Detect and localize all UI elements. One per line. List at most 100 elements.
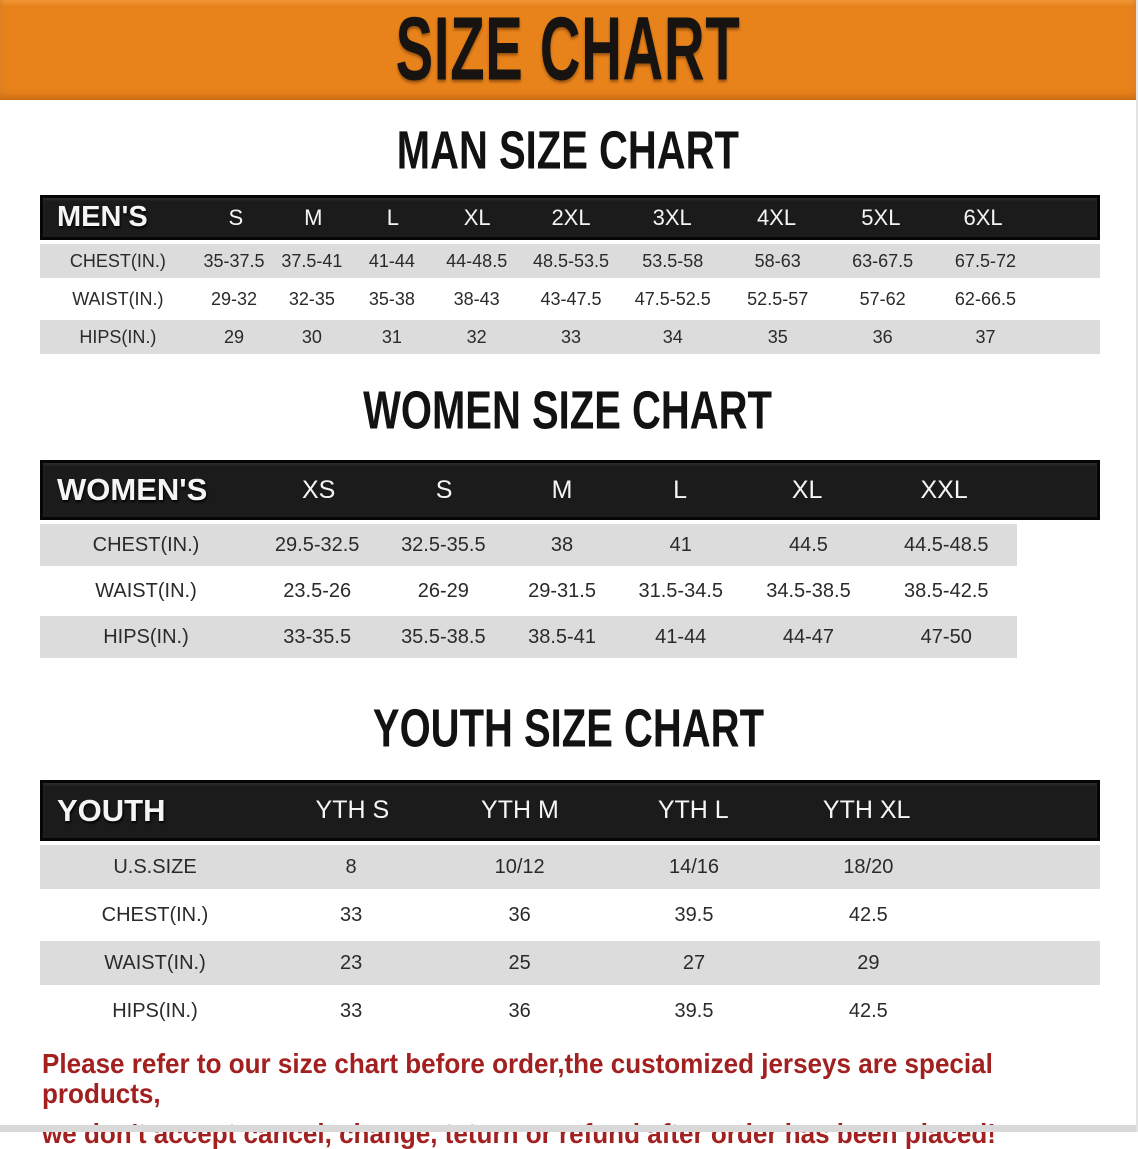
row-filler-cell xyxy=(1017,616,1100,658)
measurement-value-cell: 39.5 xyxy=(607,893,781,937)
measurement-value-cell: 63-67.5 xyxy=(830,244,935,278)
row-filler-cell xyxy=(955,893,1100,937)
measurement-row: HIPS(IN.) 33-35.5 35.5-38.5 38.5-41 41-44 44-… xyxy=(40,616,1100,658)
measurement-value-cell: 47-50 xyxy=(875,616,1018,658)
measurement-row: CHEST(IN.) 35-37.5 37.5-41 41-44 44-48.5 48.5… xyxy=(40,244,1100,278)
measurement-value-cell: 32-35 xyxy=(272,282,352,316)
measurement-value-cell: 25 xyxy=(432,941,608,985)
section-title-text: WOMEN SIZE CHART xyxy=(363,379,773,441)
size-column-header: XL xyxy=(791,475,823,504)
group-label-cell: YOUTH xyxy=(57,792,166,828)
size-chart-banner: SIZE CHART xyxy=(0,0,1136,100)
group-label-cell: WOMEN'S xyxy=(57,472,208,507)
measurement-value-cell: 33 xyxy=(270,893,433,937)
measurement-value-cell: 44.5-48.5 xyxy=(875,524,1018,566)
measurement-value-cell: 53.5-58 xyxy=(620,244,725,278)
measurement-value-cell: 37.5-41 xyxy=(272,244,352,278)
table-header-row: WOMEN'S XS S M L XL XXL xyxy=(40,460,1100,520)
measurement-value-cell: 48.5-53.5 xyxy=(521,244,621,278)
measurement-value-cell: 35-37.5 xyxy=(195,244,273,278)
measurement-value-cell: 58-63 xyxy=(724,244,831,278)
measurement-value-cell: 44.5 xyxy=(741,524,876,566)
measurement-row: WAIST(IN.) 23 25 27 29 xyxy=(40,941,1100,985)
measurement-value-cell: 27 xyxy=(607,941,781,985)
measurement-value-cell: 32.5-35.5 xyxy=(382,524,505,566)
measurement-value-cell: 43-47.5 xyxy=(521,282,621,316)
size-column-header: L xyxy=(386,204,400,230)
size-column-header: 5XL xyxy=(861,204,901,230)
measurement-value-cell: 35-38 xyxy=(351,282,433,316)
measurement-value-cell: 32 xyxy=(432,320,522,354)
section-title-text: YOUTH SIZE CHART xyxy=(372,697,764,759)
row-label-cell: WAIST(IN.) xyxy=(40,941,271,985)
measurement-value-cell: 38-43 xyxy=(432,282,522,316)
row-label-cell: U.S.SIZE xyxy=(40,845,271,889)
measurement-value-cell: 41-44 xyxy=(351,244,433,278)
measurement-value-cell: 18/20 xyxy=(780,845,956,889)
measurement-value-cell: 38.5-41 xyxy=(504,616,620,658)
measurement-value-cell: 36 xyxy=(830,320,935,354)
measurement-value-cell: 35.5-38.5 xyxy=(382,616,505,658)
order-notice: Please refer to our size chart before or… xyxy=(42,1049,1059,1149)
measurement-value-cell: 47.5-52.5 xyxy=(620,282,725,316)
size-chart-section: WOMEN SIZE CHART WOMEN'S XS S M L XL XXL CHEST(I… xyxy=(0,379,1136,658)
size-table: MEN'S S M L XL 2XL 3XL 4XL 5XL 6XL CHEST(IN.) 35-37… xyxy=(40,195,1100,354)
row-filler-cell xyxy=(1036,244,1100,278)
table-header-row: YOUTH YTH S YTH M YTH L YTH XL xyxy=(40,780,1100,841)
row-label-cell: WAIST(IN.) xyxy=(40,282,196,316)
size-column-header: YTH XL xyxy=(822,796,911,824)
bottom-edge-strip xyxy=(0,1125,1136,1132)
size-chart-section: YOUTH SIZE CHART YOUTH YTH S YTH M YTH L YTH … xyxy=(0,697,1136,1033)
measurement-value-cell: 67.5-72 xyxy=(934,244,1037,278)
row-label-cell: HIPS(IN.) xyxy=(40,616,252,658)
measurement-value-cell: 34.5-38.5 xyxy=(741,570,876,612)
page-title: SIZE CHART xyxy=(335,0,801,100)
measurement-row: CHEST(IN.) 33 36 39.5 42.5 xyxy=(40,893,1100,937)
measurement-value-cell: 36 xyxy=(432,989,608,1033)
measurement-row: CHEST(IN.) 29.5-32.5 32.5-35.5 38 41 44.5 44.5… xyxy=(40,524,1100,566)
measurement-row: HIPS(IN.) 29 30 31 32 33 34 35 36 37 xyxy=(40,320,1100,354)
measurement-value-cell: 26-29 xyxy=(382,570,505,612)
section-title: WOMEN SIZE CHART xyxy=(0,379,1136,441)
row-label-cell: WAIST(IN.) xyxy=(40,570,252,612)
row-label-cell: HIPS(IN.) xyxy=(40,320,196,354)
measurement-value-cell: 57-62 xyxy=(830,282,935,316)
size-column-header: M xyxy=(551,475,573,504)
size-column-header: M xyxy=(304,204,323,230)
measurement-value-cell: 34 xyxy=(620,320,725,354)
row-filler-cell xyxy=(1017,524,1100,566)
size-column-header: YTH M xyxy=(481,796,559,824)
size-chart-section: MAN SIZE CHART MEN'S S M L XL 2XL 3XL 4XL 5XL 6XL C… xyxy=(0,119,1136,354)
size-column-header: XL xyxy=(463,204,491,230)
row-filler-cell xyxy=(1017,570,1100,612)
measurement-value-cell: 62-66.5 xyxy=(934,282,1037,316)
measurement-value-cell: 14/16 xyxy=(607,845,781,889)
header-filler-cell xyxy=(1034,198,1097,237)
row-filler-cell xyxy=(955,941,1100,985)
measurement-value-cell: 38 xyxy=(504,524,620,566)
size-chart-sections: MAN SIZE CHART MEN'S S M L XL 2XL 3XL 4XL 5XL 6XL C… xyxy=(0,119,1136,1033)
row-label-cell: HIPS(IN.) xyxy=(40,989,271,1033)
row-label-cell: CHEST(IN.) xyxy=(40,244,196,278)
measurement-value-cell: 31 xyxy=(351,320,433,354)
size-column-header: S xyxy=(435,475,453,504)
table-header-row: MEN'S S M L XL 2XL 3XL 4XL 5XL 6XL xyxy=(40,195,1100,240)
header-filler-cell xyxy=(954,783,1097,838)
size-column-header: 6XL xyxy=(963,204,1003,230)
measurement-value-cell: 36 xyxy=(432,893,608,937)
section-title: MAN SIZE CHART xyxy=(0,119,1136,181)
size-column-header: XS xyxy=(301,475,336,504)
section-title: YOUTH SIZE CHART xyxy=(0,697,1136,759)
measurement-value-cell: 39.5 xyxy=(607,989,781,1033)
measurement-value-cell: 29 xyxy=(195,320,273,354)
measurement-value-cell: 42.5 xyxy=(780,893,956,937)
section-title-text: MAN SIZE CHART xyxy=(396,119,740,181)
measurement-value-cell: 29-32 xyxy=(195,282,273,316)
measurement-value-cell: 41-44 xyxy=(619,616,742,658)
measurement-value-cell: 33 xyxy=(270,989,433,1033)
header-filler-cell xyxy=(1015,463,1097,517)
size-column-header: 4XL xyxy=(756,204,797,230)
measurement-value-cell: 44-47 xyxy=(741,616,876,658)
measurement-value-cell: 31.5-34.5 xyxy=(619,570,742,612)
measurement-value-cell: 37 xyxy=(934,320,1037,354)
